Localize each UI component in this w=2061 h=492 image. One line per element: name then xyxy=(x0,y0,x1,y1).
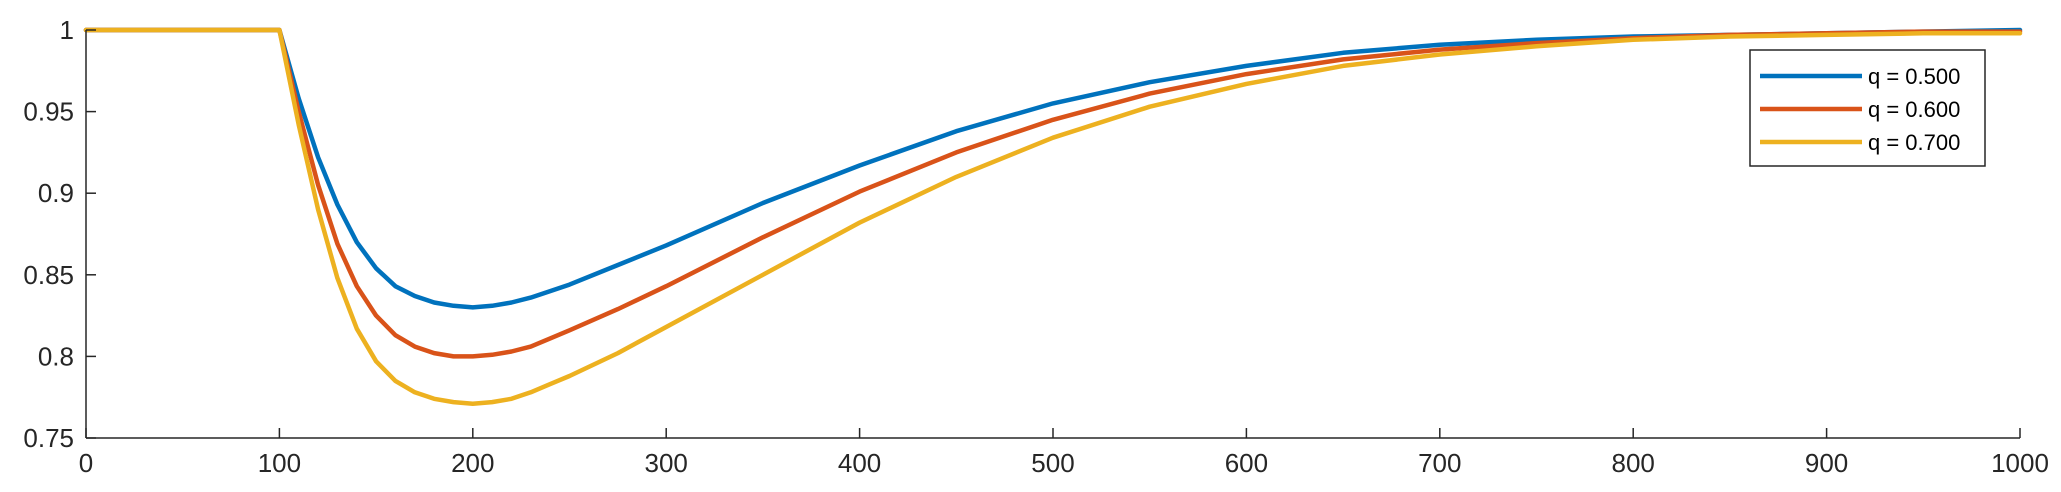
series-line-2 xyxy=(83,27,2023,359)
x-tick-label: 0 xyxy=(79,448,93,478)
y-tick-label: 0.75 xyxy=(23,423,74,453)
plot-background xyxy=(86,30,2020,438)
plot-area xyxy=(83,27,2023,439)
legend-label-3: q = 0.700 xyxy=(1868,130,1960,155)
y-tick-label: 0.95 xyxy=(23,97,74,127)
legend-label-1: q = 0.500 xyxy=(1868,64,1960,89)
series-line-3 xyxy=(83,27,2023,406)
x-tick-label: 200 xyxy=(451,448,494,478)
y-tick-label: 0.9 xyxy=(38,178,74,208)
x-tick-label: 800 xyxy=(1612,448,1655,478)
x-tick-label: 700 xyxy=(1418,448,1461,478)
y-tick-label: 0.85 xyxy=(23,260,74,290)
y-tick-label: 1 xyxy=(60,15,74,45)
legend-label-2: q = 0.600 xyxy=(1868,97,1960,122)
x-tick-label: 500 xyxy=(1031,448,1074,478)
x-tick-label: 1000 xyxy=(1991,448,2049,478)
x-tick-label: 100 xyxy=(258,448,301,478)
legend: q = 0.500 q = 0.600 q = 0.700 xyxy=(1749,49,1986,167)
x-axis-ticks: 0 100 200 300 400 500 600 700 800 900 1000 xyxy=(79,428,2049,478)
x-tick-label: 400 xyxy=(838,448,881,478)
x-tick-label: 900 xyxy=(1805,448,1848,478)
series-line-1 xyxy=(83,27,2023,310)
y-axis-ticks: 0.75 0.8 0.85 0.9 0.95 1 xyxy=(23,15,96,453)
x-tick-label: 300 xyxy=(645,448,688,478)
y-tick-label: 0.8 xyxy=(38,341,74,371)
series-layer xyxy=(83,27,2023,406)
x-tick-label: 600 xyxy=(1225,448,1268,478)
